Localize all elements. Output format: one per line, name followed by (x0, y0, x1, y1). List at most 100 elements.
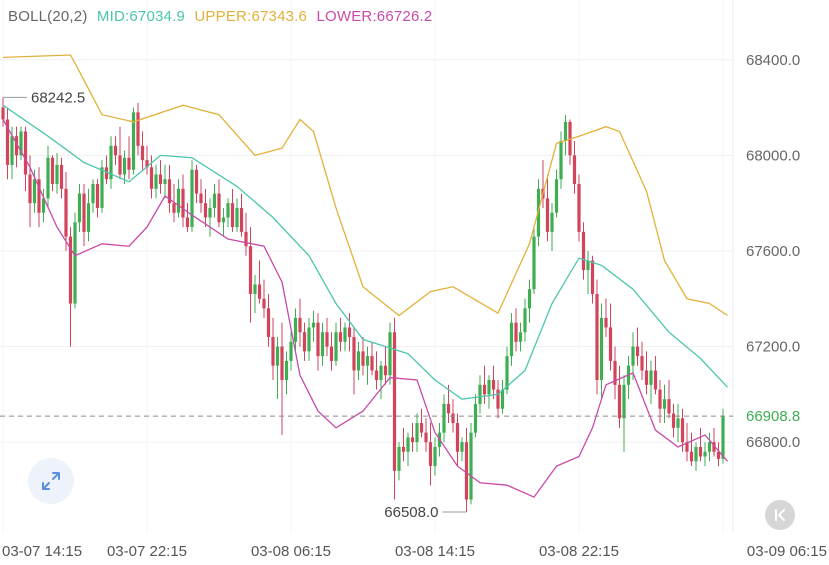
candle-body (397, 446, 401, 471)
bollinger-mid-line (2, 104, 728, 400)
time-tick-label: 03-07 14:15 (2, 543, 82, 560)
candle (190, 160, 194, 232)
candle (253, 274, 257, 314)
candle (55, 152, 59, 194)
candle (383, 346, 388, 385)
candle-body (473, 403, 478, 433)
candle (226, 198, 230, 228)
candle-body (464, 442, 469, 500)
candle-body (622, 384, 626, 419)
candle (595, 279, 599, 395)
candle (280, 322, 284, 436)
candle (478, 375, 482, 414)
candle-body (509, 322, 514, 357)
candle (370, 341, 374, 376)
candle-body (73, 222, 77, 304)
candle-body (325, 332, 329, 347)
scroll-to-latest-button[interactable] (765, 500, 795, 530)
candle-body (212, 193, 217, 208)
candle-body (388, 332, 392, 376)
candle-body (590, 260, 595, 294)
candle-body (383, 365, 388, 376)
candle (37, 167, 41, 228)
candle (604, 298, 608, 338)
candle-body (415, 423, 419, 443)
candle-body (433, 446, 437, 467)
candle-body (131, 112, 136, 170)
candle (487, 375, 491, 409)
candle-body (428, 442, 433, 467)
candle-body (604, 317, 608, 328)
scroll-to-latest-icon (775, 509, 785, 521)
candle (631, 332, 635, 381)
candle-body (253, 284, 257, 294)
candle (388, 322, 392, 385)
candle-body (149, 167, 154, 189)
candle (154, 164, 158, 199)
candle (235, 198, 239, 232)
candle-body (235, 207, 239, 228)
candle (181, 174, 185, 228)
candle (5, 107, 10, 180)
candle (442, 394, 446, 443)
candle (257, 260, 262, 304)
candle-body (158, 174, 163, 185)
candle (338, 317, 343, 352)
candle-body (658, 389, 662, 409)
candle (509, 313, 514, 366)
bollinger-lower-line (2, 119, 728, 498)
candle (415, 413, 419, 452)
candle (586, 250, 590, 294)
candle (163, 164, 167, 199)
candle-body (320, 332, 325, 357)
candle (95, 179, 100, 218)
candle (419, 408, 424, 438)
candle (104, 155, 109, 185)
candle (1, 97, 5, 127)
candle (473, 394, 478, 438)
candle-body (176, 188, 181, 213)
candle (667, 380, 671, 419)
price-tick-label: 67600.0 (746, 243, 800, 260)
candle-body (302, 332, 307, 352)
candle (455, 413, 460, 467)
candle (64, 172, 68, 251)
expand-chart-button[interactable] (28, 458, 74, 504)
candle-body (154, 174, 158, 189)
candle-body (203, 203, 208, 218)
candle-body (10, 136, 14, 165)
candle (91, 179, 95, 213)
candle (392, 317, 397, 500)
time-tick-label: 03-07 22:15 (107, 543, 187, 560)
candle-body (523, 308, 527, 333)
price-tick-label: 66800.0 (746, 434, 800, 451)
current-price-line: 66908.8 (0, 408, 800, 425)
candle (644, 351, 649, 395)
candle-body (419, 423, 424, 433)
candle (464, 427, 469, 512)
candle (401, 427, 406, 462)
candle (689, 432, 694, 467)
candle-body (5, 119, 10, 165)
candle-body (311, 322, 316, 328)
candle (140, 131, 145, 170)
candle-body (248, 246, 253, 294)
candle (289, 332, 293, 371)
candle (118, 126, 122, 180)
candle-body (401, 446, 406, 452)
candle-body (361, 351, 365, 366)
candle-body (244, 231, 248, 247)
candle-body (559, 141, 563, 180)
candle-body (608, 327, 613, 361)
candle-body (712, 442, 716, 452)
expand-arrows-icon (42, 472, 60, 490)
candle (176, 179, 181, 218)
candle-body (113, 145, 118, 156)
candle-body (140, 145, 145, 161)
candle (356, 341, 361, 381)
candle-body (374, 370, 379, 381)
candle-body (469, 432, 473, 500)
candle-body (680, 418, 685, 443)
candle-body (478, 384, 482, 404)
